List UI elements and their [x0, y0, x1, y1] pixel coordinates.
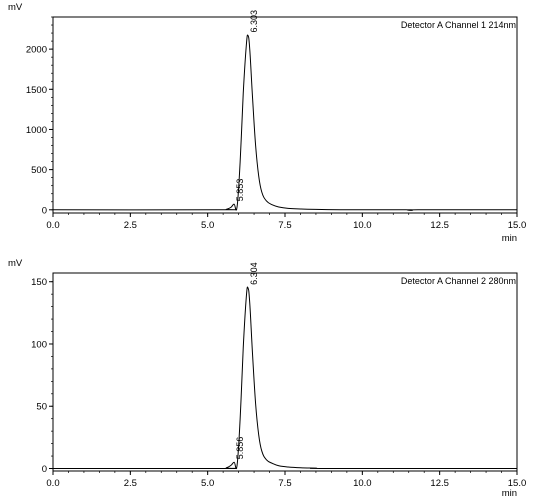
- peak-label: 5.856: [235, 437, 245, 460]
- peak-label: 5.853: [235, 179, 245, 202]
- plot-frame: [52, 272, 518, 472]
- x-axis-unit-label: min: [502, 488, 517, 499]
- x-tick-label: 12.5: [430, 478, 449, 489]
- x-tick-label: 10.0: [353, 220, 372, 231]
- chart-panel-1: mV min Detector A Channel 1 214nm 0 500 1000 1…: [8, 2, 526, 244]
- detector-title: Detector A Channel 1 214nm: [401, 20, 516, 30]
- x-tick-label: 15.0: [508, 220, 527, 231]
- detector-title: Detector A Channel 2 280nm: [401, 276, 516, 286]
- x-tick-label: 12.5: [430, 220, 449, 231]
- y-tick-label: 1500: [26, 85, 47, 96]
- peak-label: 6.304: [249, 262, 259, 285]
- x-tick-label: 7.5: [278, 478, 291, 489]
- y-axis-unit-label: mV: [8, 2, 23, 13]
- x-tick-label: 15.0: [508, 478, 527, 489]
- x-tick-label: 5.0: [201, 220, 214, 231]
- y-tick-label: 2000: [26, 45, 47, 56]
- y-tick-label: 0: [42, 205, 47, 216]
- series-line: [52, 286, 518, 470]
- y-tick-label: 100: [31, 339, 47, 350]
- y-tick-label: 50: [36, 402, 47, 413]
- plot-frame: [52, 16, 518, 214]
- y-axis-unit-label: mV: [8, 258, 23, 269]
- y-tick-label: 1000: [26, 125, 47, 136]
- y-tick-label: 500: [31, 165, 47, 176]
- x-tick-label: 5.0: [201, 478, 214, 489]
- x-tick-label: 0.0: [46, 220, 59, 231]
- x-tick-label: 7.5: [278, 220, 291, 231]
- y-tick-label: 0: [42, 464, 47, 475]
- x-tick-label: 10.0: [353, 478, 372, 489]
- peak-label: 6.303: [249, 10, 259, 33]
- x-tick-label: 0.0: [46, 478, 59, 489]
- y-tick-label: 150: [31, 277, 47, 288]
- x-tick-label: 2.5: [124, 478, 137, 489]
- series-line: [52, 34, 518, 211]
- x-tick-label: 2.5: [124, 220, 137, 231]
- chart-panel-2: mV min Detector A Channel 2 280nm 0 50 100 150…: [8, 258, 526, 499]
- x-axis-unit-label: min: [502, 233, 517, 244]
